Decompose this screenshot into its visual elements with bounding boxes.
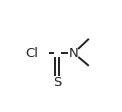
- Text: S: S: [53, 76, 61, 89]
- Text: Cl: Cl: [25, 47, 38, 60]
- Text: N: N: [69, 47, 79, 60]
